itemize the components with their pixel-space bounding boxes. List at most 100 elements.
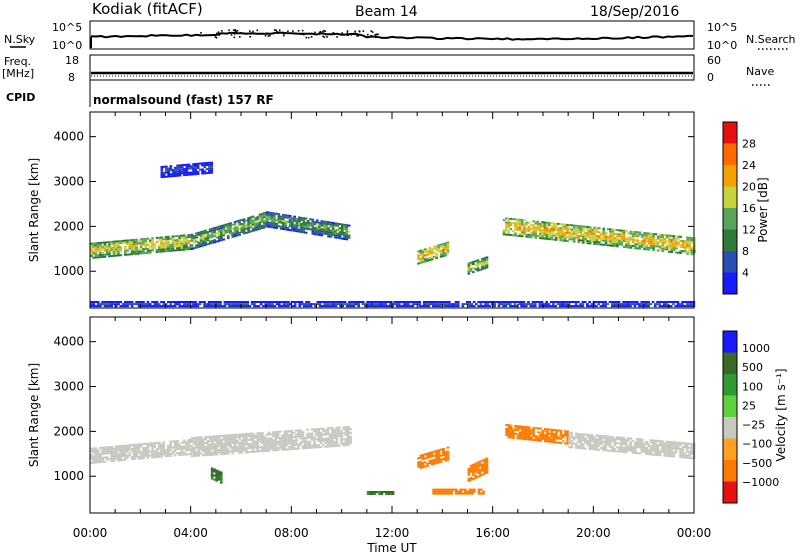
data-cell	[160, 449, 163, 452]
data-cell	[539, 235, 542, 238]
data-cell	[173, 446, 177, 449]
data-cell	[470, 492, 474, 495]
data-cell	[685, 305, 689, 308]
data-cell	[457, 492, 460, 495]
data-cell	[171, 301, 175, 303]
data-cell	[256, 444, 260, 447]
data-cell	[402, 301, 406, 303]
data-cell	[223, 303, 227, 306]
data-cell	[642, 301, 646, 303]
data-cell	[217, 225, 221, 228]
data-cell	[148, 249, 152, 252]
data-cell	[622, 246, 626, 248]
data-cell	[685, 442, 689, 445]
data-cell	[306, 436, 309, 439]
data-cell	[467, 471, 471, 474]
data-cell	[577, 434, 580, 437]
data-cell	[548, 432, 551, 435]
data-cell	[189, 167, 193, 170]
data-cell	[192, 169, 195, 172]
data-cell	[299, 435, 303, 438]
data-cell	[254, 227, 257, 229]
data-cell	[345, 234, 349, 237]
data-cell	[676, 443, 680, 446]
data-cell	[231, 438, 235, 441]
data-cell	[667, 449, 671, 451]
data-cell	[690, 239, 694, 241]
data-cell	[624, 451, 628, 454]
data-cell	[507, 229, 510, 232]
data-cell	[112, 254, 116, 257]
data-cell	[566, 434, 570, 437]
data-cell	[439, 245, 443, 248]
data-cell	[333, 443, 337, 445]
data-cell	[554, 301, 557, 303]
data-cell	[226, 436, 230, 439]
data-cell	[322, 433, 325, 436]
data-cell	[631, 236, 635, 239]
data-cell	[472, 263, 475, 265]
data-cell	[92, 246, 95, 249]
data-cell	[472, 267, 475, 269]
data-cell	[556, 303, 560, 306]
data-cell	[593, 232, 596, 235]
data-cell	[176, 440, 179, 443]
data-cell	[226, 452, 230, 455]
data-cell	[306, 432, 309, 435]
data-cell	[481, 463, 484, 466]
data-cell	[430, 453, 434, 456]
data-cell	[423, 301, 426, 303]
data-cell	[659, 245, 662, 248]
data-cell	[343, 301, 347, 303]
data-cell	[258, 446, 262, 449]
data-cell	[283, 436, 287, 439]
colorbar-swatch	[723, 208, 737, 230]
data-cell	[481, 262, 484, 264]
data-cell	[593, 236, 596, 239]
data-cell	[674, 305, 678, 308]
data-cell	[349, 427, 352, 430]
data-cell	[579, 225, 583, 228]
data-cell	[532, 428, 536, 431]
data-cell	[522, 303, 526, 306]
data-cell	[679, 252, 683, 254]
data-cell	[677, 237, 680, 240]
data-cell	[185, 305, 188, 308]
data-cell	[620, 444, 623, 447]
data-cell	[266, 219, 269, 222]
data-cell	[160, 166, 164, 168]
data-cell	[213, 453, 216, 456]
data-cell	[240, 435, 244, 438]
data-cell	[661, 450, 664, 453]
data-cell	[137, 305, 141, 308]
data-cell	[299, 431, 303, 434]
data-cell	[546, 438, 549, 441]
data-cell	[210, 301, 213, 303]
x-tick-label: 20:00	[576, 526, 611, 540]
data-cell	[117, 459, 120, 462]
data-cell	[260, 217, 264, 219]
data-cell	[309, 218, 312, 221]
data-cell	[379, 303, 383, 306]
data-cell	[236, 220, 239, 223]
data-cell	[197, 241, 201, 244]
data-cell	[688, 452, 691, 455]
data-cell	[595, 444, 598, 447]
data-cell	[597, 442, 601, 445]
data-cell	[389, 305, 392, 308]
data-cell	[606, 303, 610, 306]
data-cell	[334, 234, 337, 237]
data-cell	[304, 225, 308, 228]
data-cell	[534, 236, 538, 239]
data-cell	[633, 452, 637, 454]
data-cell	[176, 444, 179, 447]
data-cell	[435, 452, 438, 454]
data-cell	[212, 301, 215, 303]
data-cell	[629, 437, 632, 440]
data-cell	[110, 249, 114, 251]
data-cell	[246, 301, 249, 303]
data-cell	[558, 301, 562, 303]
data-cell	[507, 426, 511, 429]
data-cell	[441, 488, 444, 491]
